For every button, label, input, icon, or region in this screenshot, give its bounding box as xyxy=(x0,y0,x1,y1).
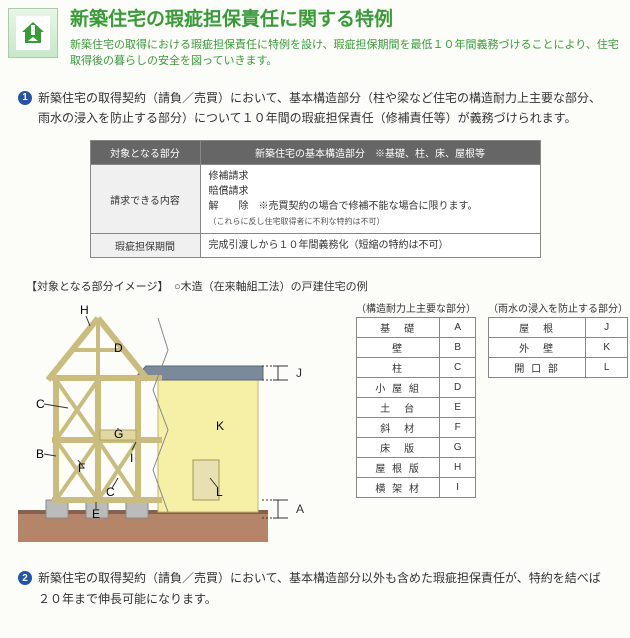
table-cell: A xyxy=(440,318,476,338)
table-cell: J xyxy=(586,318,628,338)
table-cell: 床 版 xyxy=(357,438,440,458)
table-header: 新築住宅の基本構造部分 ※基礎、柱、床、屋根等 xyxy=(200,141,540,165)
main-table: 対象となる部分 新築住宅の基本構造部分 ※基礎、柱、床、屋根等 請求できる内容 … xyxy=(90,140,541,258)
table-caption: （構造耐力上主要な部分） xyxy=(356,300,476,317)
table-cell: H xyxy=(440,458,476,478)
svg-text:C: C xyxy=(36,397,45,411)
table-cell: 基 礎 xyxy=(357,318,440,338)
table-cell: 柱 xyxy=(357,358,440,378)
table-cell: 屋 根 xyxy=(489,318,586,338)
svg-text:H: H xyxy=(80,303,89,317)
bullet-text: 新築住宅の取得契約（請負／売買）において、基本構造部分以外も含めた瑕疵担保責任が… xyxy=(38,568,612,609)
table-cell: C xyxy=(440,358,476,378)
table-cell: 瑕疵担保期間 xyxy=(90,234,200,258)
svg-text:C: C xyxy=(106,485,115,499)
section-number-badge xyxy=(8,8,58,58)
table-cell: 壁 xyxy=(357,338,440,358)
table-cell: 斜 材 xyxy=(357,418,440,438)
svg-text:B: B xyxy=(36,447,44,461)
table-cell: 横 架 材 xyxy=(357,478,440,498)
bullet-number: 2 xyxy=(18,571,32,585)
table-cell: 請求できる内容 xyxy=(90,165,200,234)
table-cell: 開 口 部 xyxy=(489,358,586,378)
bullet-item-1: 1 新築住宅の取得契約（請負／売買）において、基本構造部分（柱や梁など住宅の構造… xyxy=(18,88,612,129)
bullet-number: 1 xyxy=(18,91,32,105)
svg-text:I: I xyxy=(130,451,133,465)
svg-text:A: A xyxy=(296,502,304,516)
page-subtitle: 新築住宅の取得における瑕疵担保責任に特例を設け、瑕疵担保期間を最低１０年間義務づ… xyxy=(70,37,622,70)
table-cell: 修補請求 賠償請求 解 除 ※売買契約の場合で修補不能な場合に限ります。 （これ… xyxy=(200,165,540,234)
bullet-text: 新築住宅の取得契約（請負／売買）において、基本構造部分（柱や梁など住宅の構造耐力… xyxy=(38,88,612,129)
svg-text:F: F xyxy=(78,461,85,475)
house-diagram: J A H D C B F G I C E K L xyxy=(18,300,348,550)
bullet-item-2: 2 新築住宅の取得契約（請負／売買）において、基本構造部分以外も含めた瑕疵担保責… xyxy=(18,568,612,609)
svg-text:D: D xyxy=(114,341,123,355)
table-cell: 完成引渡しから１０年間義務化（短縮の特約は不可） xyxy=(200,234,540,258)
svg-text:K: K xyxy=(216,419,224,433)
table-cell: 小 屋 組 xyxy=(357,378,440,398)
table-caption: （雨水の浸入を防止する部分） xyxy=(488,300,628,317)
parts-table-structural: （構造耐力上主要な部分） 基 礎A壁B柱C小 屋 組D土 台E斜 材F床 版G屋… xyxy=(356,300,476,498)
table-cell: B xyxy=(440,338,476,358)
page-title: 新築住宅の瑕疵担保責任に関する特例 xyxy=(70,8,622,33)
svg-text:J: J xyxy=(296,366,302,380)
section-label: 【対象となる部分イメージ】 ○木造（在来軸組工法）の戸建住宅の例 xyxy=(26,278,612,294)
table-cell: D xyxy=(440,378,476,398)
table-cell: G xyxy=(440,438,476,458)
table-cell: E xyxy=(440,398,476,418)
table-cell: L xyxy=(586,358,628,378)
table-cell: 外 壁 xyxy=(489,338,586,358)
house-icon xyxy=(19,19,47,47)
parts-table-waterproof: （雨水の浸入を防止する部分） 屋 根J外 壁K開 口 部L xyxy=(488,300,628,378)
table-cell: F xyxy=(440,418,476,438)
table-header: 対象となる部分 xyxy=(90,141,200,165)
table-cell: I xyxy=(440,478,476,498)
table-cell: 屋 根 版 xyxy=(357,458,440,478)
table-cell: K xyxy=(586,338,628,358)
svg-text:G: G xyxy=(114,427,123,441)
table-cell: 土 台 xyxy=(357,398,440,418)
